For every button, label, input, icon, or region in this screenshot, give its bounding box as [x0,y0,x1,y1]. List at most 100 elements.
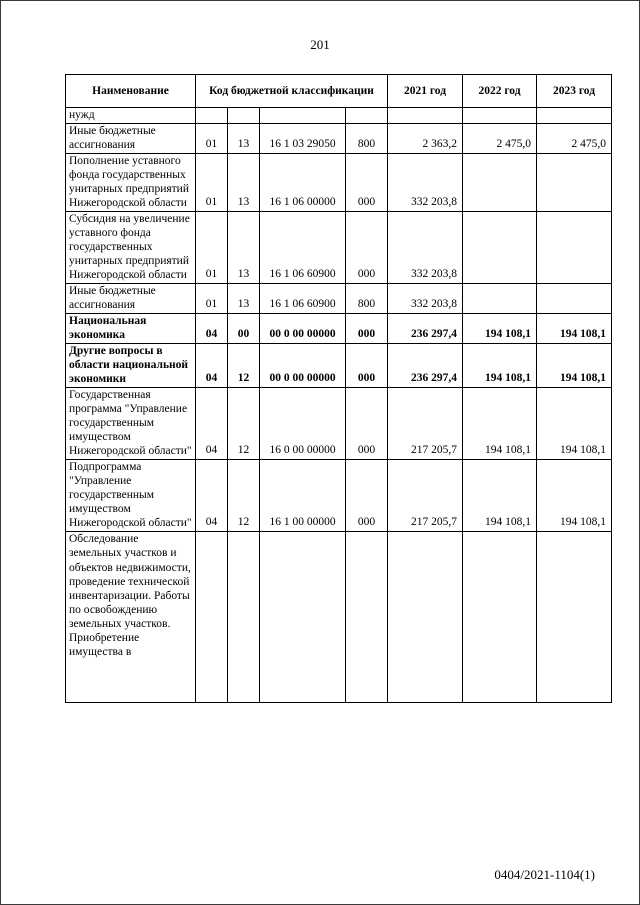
code-expense-type-cell: 000 [344,459,389,533]
row-name-cell: нужд [65,107,196,125]
code-expense-type-cell [344,531,389,704]
row-name-cell: Иные бюджетные ассигнования [65,283,196,315]
value-2021-cell: 332 203,8 [387,153,464,213]
value-2023-cell [536,531,613,704]
code-target-article-cell [259,107,346,125]
value-2021-cell [387,531,464,704]
row-name-cell: Иные бюджетные ассигнования [65,123,196,155]
value-2023-cell [536,153,613,213]
code-subsection-cell: 13 [227,123,260,155]
value-2022-cell [462,283,538,315]
value-2021-cell: 217 205,7 [387,387,464,461]
budget-table: Наименование Код бюджетной классификации… [65,73,613,704]
table-body: нужд Иные бюджетные ассигнования 01 13 1… [65,107,613,704]
value-2021-cell: 236 297,4 [387,343,464,389]
table-row: нужд [65,107,613,125]
value-2022-cell [462,211,538,285]
value-2023-cell: 194 108,1 [536,387,613,461]
value-2022-cell: 194 108,1 [462,313,538,345]
value-2023-cell [536,283,613,315]
code-expense-type-cell [344,107,389,125]
value-2023-cell: 194 108,1 [536,459,613,533]
code-target-article-cell: 16 1 03 29050 [259,123,346,155]
code-target-article-cell [259,531,346,704]
code-subsection-cell: 13 [227,211,260,285]
code-section-cell [195,531,228,704]
code-target-article-cell: 16 1 06 60900 [259,283,346,315]
value-2022-cell [462,107,538,125]
table-row: Государственная программа "Управление го… [65,387,613,461]
code-section-cell: 04 [195,459,228,533]
code-section-cell: 01 [195,211,228,285]
table-row: Иные бюджетные ассигнования 01 13 16 1 0… [65,283,613,315]
code-subsection-cell [227,531,260,704]
row-name-cell: Пополнение уставного фонда государственн… [65,153,196,213]
value-2022-cell: 194 108,1 [462,459,538,533]
code-section-cell: 01 [195,153,228,213]
table-row: Иные бюджетные ассигнования 01 13 16 1 0… [65,123,613,155]
value-2022-cell: 194 108,1 [462,343,538,389]
code-subsection-cell: 12 [227,387,260,461]
code-target-article-cell: 00 0 00 00000 [259,313,346,345]
value-2022-cell: 194 108,1 [462,387,538,461]
row-name-cell: Субсидия на увеличение уставного фонда г… [65,211,196,285]
table-row: Подпрограмма "Управление государственным… [65,459,613,533]
code-expense-type-cell: 000 [344,211,389,285]
table-row: Субсидия на увеличение уставного фонда г… [65,211,613,285]
code-expense-type-cell: 000 [344,343,389,389]
code-subsection-cell: 12 [227,459,260,533]
document-footer-code: 0404/2021-1104(1) [494,867,595,882]
table-header: Наименование Код бюджетной классификации… [65,73,613,109]
value-2022-cell: 2 475,0 [462,123,538,155]
code-target-article-cell: 00 0 00 00000 [259,343,346,389]
value-2021-cell [387,107,464,125]
code-subsection-cell [227,107,260,125]
page-number: 201 [310,37,330,52]
row-name-cell: Другие вопросы в области национальной эк… [65,343,196,389]
code-target-article-cell: 16 0 00 00000 [259,387,346,461]
row-name-cell: Подпрограмма "Управление государственным… [65,459,196,533]
code-expense-type-cell: 000 [344,387,389,461]
header-year-2022: 2022 год [462,73,538,109]
table-row: Другие вопросы в области национальной эк… [65,343,613,389]
row-name-cell: Государственная программа "Управление го… [65,387,196,461]
row-name-cell: Обследование земельных участков и объект… [65,531,196,704]
value-2022-cell [462,531,538,704]
code-target-article-cell: 16 1 00 00000 [259,459,346,533]
value-2022-cell [462,153,538,213]
header-code-group: Код бюджетной классификации [194,73,389,109]
value-2023-cell: 194 108,1 [536,343,613,389]
value-2023-cell [536,107,613,125]
code-section-cell: 04 [195,343,228,389]
table-row: Национальная экономика 04 00 00 0 00 000… [65,313,613,345]
code-target-article-cell: 16 1 06 60900 [259,211,346,285]
code-subsection-cell: 13 [227,283,260,315]
row-name-cell: Национальная экономика [65,313,196,345]
value-2021-cell: 332 203,8 [387,283,464,315]
header-year-2023: 2023 год [536,73,613,109]
value-2023-cell: 194 108,1 [536,313,613,345]
code-section-cell [195,107,228,125]
code-expense-type-cell: 000 [344,153,389,213]
value-2023-cell: 2 475,0 [536,123,613,155]
code-section-cell: 01 [195,283,228,315]
code-section-cell: 04 [195,387,228,461]
code-expense-type-cell: 000 [344,313,389,345]
header-row: Наименование Код бюджетной классификации… [65,73,613,109]
code-subsection-cell: 00 [227,313,260,345]
code-expense-type-cell: 800 [344,123,389,155]
code-subsection-cell: 13 [227,153,260,213]
code-section-cell: 01 [195,123,228,155]
code-subsection-cell: 12 [227,343,260,389]
code-section-cell: 04 [195,313,228,345]
table-row: Обследование земельных участков и объект… [65,531,613,704]
table-row: Пополнение уставного фонда государственн… [65,153,613,213]
code-expense-type-cell: 800 [344,283,389,315]
value-2023-cell [536,211,613,285]
header-year-2021: 2021 год [387,73,464,109]
value-2021-cell: 332 203,8 [387,211,464,285]
value-2021-cell: 2 363,2 [387,123,464,155]
code-target-article-cell: 16 1 06 00000 [259,153,346,213]
value-2021-cell: 217 205,7 [387,459,464,533]
